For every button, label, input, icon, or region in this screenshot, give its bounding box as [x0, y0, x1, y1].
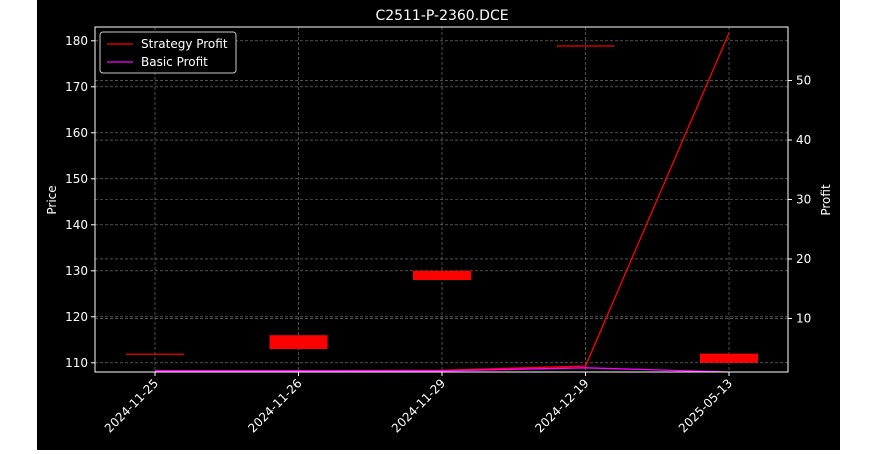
- y2-tick-label: 40: [796, 133, 811, 147]
- candle-2024-12-19: [556, 45, 615, 47]
- x-tick-label: 2024-11-26: [245, 376, 304, 435]
- y-tick-label: 130: [65, 264, 88, 278]
- candle-2025-05-13: [700, 353, 758, 363]
- y-axis-left: 110 120 130 140 150 160 170 180: [65, 34, 95, 370]
- y-tick-label: 180: [65, 34, 88, 48]
- y-tick-label: 120: [65, 310, 88, 324]
- y-tick-label: 150: [65, 172, 88, 186]
- x-tick-label: 2024-11-25: [102, 376, 161, 435]
- y-axis-label: Price: [45, 185, 59, 214]
- series-line-basic-profit: [155, 367, 730, 373]
- legend-label-basic-profit: Basic Profit: [141, 55, 208, 69]
- y-tick-label: 170: [65, 80, 88, 94]
- x-axis: 2024-11-25 2024-11-26 2024-11-29 2024-12-19…: [102, 372, 735, 435]
- chart-figure: C2511-P-2360.DCE 110 120 130 140 150 160 170 18…: [37, 0, 840, 450]
- candle-2024-11-29: [413, 270, 471, 280]
- legend: Strategy Profit Basic Profit: [99, 31, 237, 74]
- y-tick-label: 140: [65, 218, 88, 232]
- y2-tick-label: 10: [796, 311, 811, 325]
- y2-tick-label: 20: [796, 252, 811, 266]
- y2-axis-label: Profit: [819, 184, 833, 216]
- candle-2024-11-25: [126, 353, 184, 355]
- x-tick-label: 2024-12-19: [532, 376, 591, 435]
- grid-lines: [95, 27, 788, 372]
- y-tick-label: 160: [65, 126, 88, 140]
- legend-box: [99, 31, 237, 74]
- chart-svg: C2511-P-2360.DCE 110 120 130 140 150 160 170 18…: [45, 8, 833, 435]
- y2-tick-label: 30: [796, 193, 811, 207]
- y2-tick-label: 50: [796, 74, 811, 88]
- legend-label-strategy-profit: Strategy Profit: [141, 37, 228, 51]
- candles: [126, 45, 758, 363]
- y-axis-right: 10 20 30 40 50: [788, 74, 811, 325]
- chart-title: C2511-P-2360.DCE: [375, 8, 508, 24]
- y-tick-label: 110: [65, 356, 88, 370]
- candle-2024-11-26: [269, 335, 328, 349]
- x-tick-label: 2025-05-13: [676, 376, 735, 435]
- x-tick-label: 2024-11-29: [389, 376, 448, 435]
- profit-lines: [155, 32, 730, 373]
